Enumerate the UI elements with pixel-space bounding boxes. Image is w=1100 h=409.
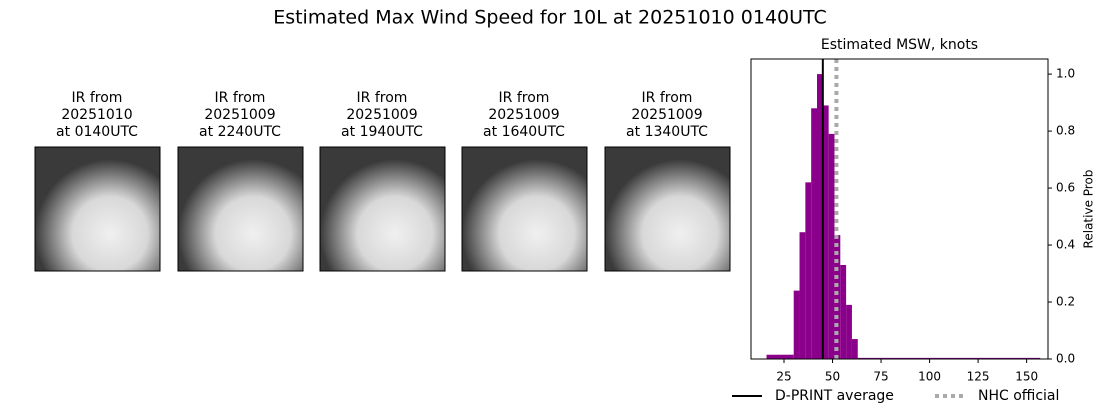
x-tick-label: 150: [1015, 370, 1038, 384]
x-tick-label: 125: [967, 370, 990, 384]
x-tick-label: 100: [918, 370, 941, 384]
histogram-bar: [817, 74, 823, 359]
legend-label: D-PRINT average: [775, 388, 894, 404]
y-tick-label: 0.2: [1056, 295, 1075, 309]
satellite-image: [177, 146, 304, 272]
y-tick-label: 0.0: [1056, 352, 1075, 366]
y-axis-label: Relative Prob: [1082, 170, 1096, 249]
histogram-bar: [799, 232, 806, 359]
satellite-image: [461, 146, 588, 272]
panel-caption: 20251010: [61, 107, 132, 123]
x-tick-label: 25: [776, 370, 791, 384]
histogram-bar: [811, 108, 817, 359]
y-tick-label: 0.4: [1056, 238, 1075, 252]
histogram-bar: [857, 357, 1041, 359]
panel-caption: 20251009: [346, 107, 417, 123]
satellite-image: [319, 146, 446, 272]
panel-caption: at 0140UTC: [56, 124, 138, 140]
histogram-bar: [834, 235, 841, 359]
satellite-image: [34, 146, 161, 272]
histogram-bar: [851, 339, 858, 359]
legend-label: NHC official: [978, 388, 1059, 404]
panel-caption: IR from: [215, 90, 266, 106]
histogram-bar: [840, 264, 847, 359]
y-tick-label: 0.6: [1056, 181, 1075, 195]
panel-caption: 20251009: [488, 107, 559, 123]
panel-caption: at 1640UTC: [483, 124, 565, 140]
satellite-image: [604, 146, 731, 272]
histogram-bar: [805, 182, 812, 359]
histogram-bar: [822, 105, 829, 359]
histogram-bar: [766, 354, 794, 359]
y-tick-label: 0.8: [1056, 124, 1075, 138]
x-tick-label: 75: [873, 370, 888, 384]
histogram-bar: [828, 133, 835, 359]
panel-caption: at 1940UTC: [341, 124, 423, 140]
x-tick-label: 50: [825, 370, 840, 384]
plot-frame: [750, 58, 1049, 360]
panel-caption: IR from: [642, 90, 693, 106]
panel-caption: at 1340UTC: [626, 124, 708, 140]
panel-caption: at 2240UTC: [199, 124, 281, 140]
panel-caption: IR from: [72, 90, 123, 106]
panel-caption: 20251009: [204, 107, 275, 123]
panel-caption: 20251009: [631, 107, 702, 123]
histogram-bar: [793, 290, 800, 359]
figure-title: Estimated Max Wind Speed for 10L at 2025…: [273, 7, 827, 29]
panel-caption: IR from: [499, 90, 550, 106]
chart-title: Estimated MSW, knots: [821, 37, 978, 53]
histogram-chart: Estimated MSW, knots D-PRINT average NHC o…: [732, 37, 1096, 404]
y-tick-label: 1.0: [1056, 67, 1075, 81]
histogram-bar: [846, 304, 852, 359]
panel-caption: IR from: [357, 90, 408, 106]
